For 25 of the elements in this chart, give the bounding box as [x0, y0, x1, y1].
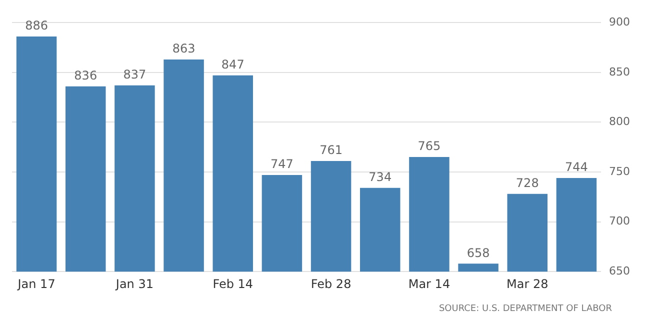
- data-label: 747: [270, 157, 294, 172]
- y-tick-label: 700: [609, 214, 630, 228]
- x-tick-label: Mar 28: [506, 276, 548, 291]
- y-tick-label: 900: [609, 15, 630, 28]
- data-label: 734: [368, 170, 392, 184]
- x-tick-label: Jan 17: [16, 276, 56, 291]
- data-label: 886: [25, 18, 48, 33]
- y-tick-label: 650: [609, 264, 630, 278]
- data-label: 728: [516, 176, 539, 190]
- y-tick-label: 800: [609, 115, 630, 128]
- x-tick-label: Feb 28: [310, 276, 352, 291]
- x-tick-label: Feb 14: [212, 276, 254, 291]
- data-label: 847: [221, 58, 244, 72]
- data-label: 761: [320, 143, 342, 158]
- data-label: 658: [466, 246, 490, 260]
- x-tick-label: Jan 31: [114, 276, 154, 291]
- data-label: 765: [418, 139, 441, 154]
- x-tick-label: Mar 14: [408, 276, 450, 291]
- data-label: 744: [565, 160, 588, 174]
- y-tick-label: 750: [609, 164, 630, 178]
- data-label: 836: [74, 68, 98, 82]
- data-label: 837: [123, 67, 146, 82]
- source-note: SOURCE: U.S. DEPARTMENT OF LABOR: [438, 304, 613, 314]
- data-label: 863: [172, 42, 196, 56]
- y-tick-label: 850: [609, 65, 630, 78]
